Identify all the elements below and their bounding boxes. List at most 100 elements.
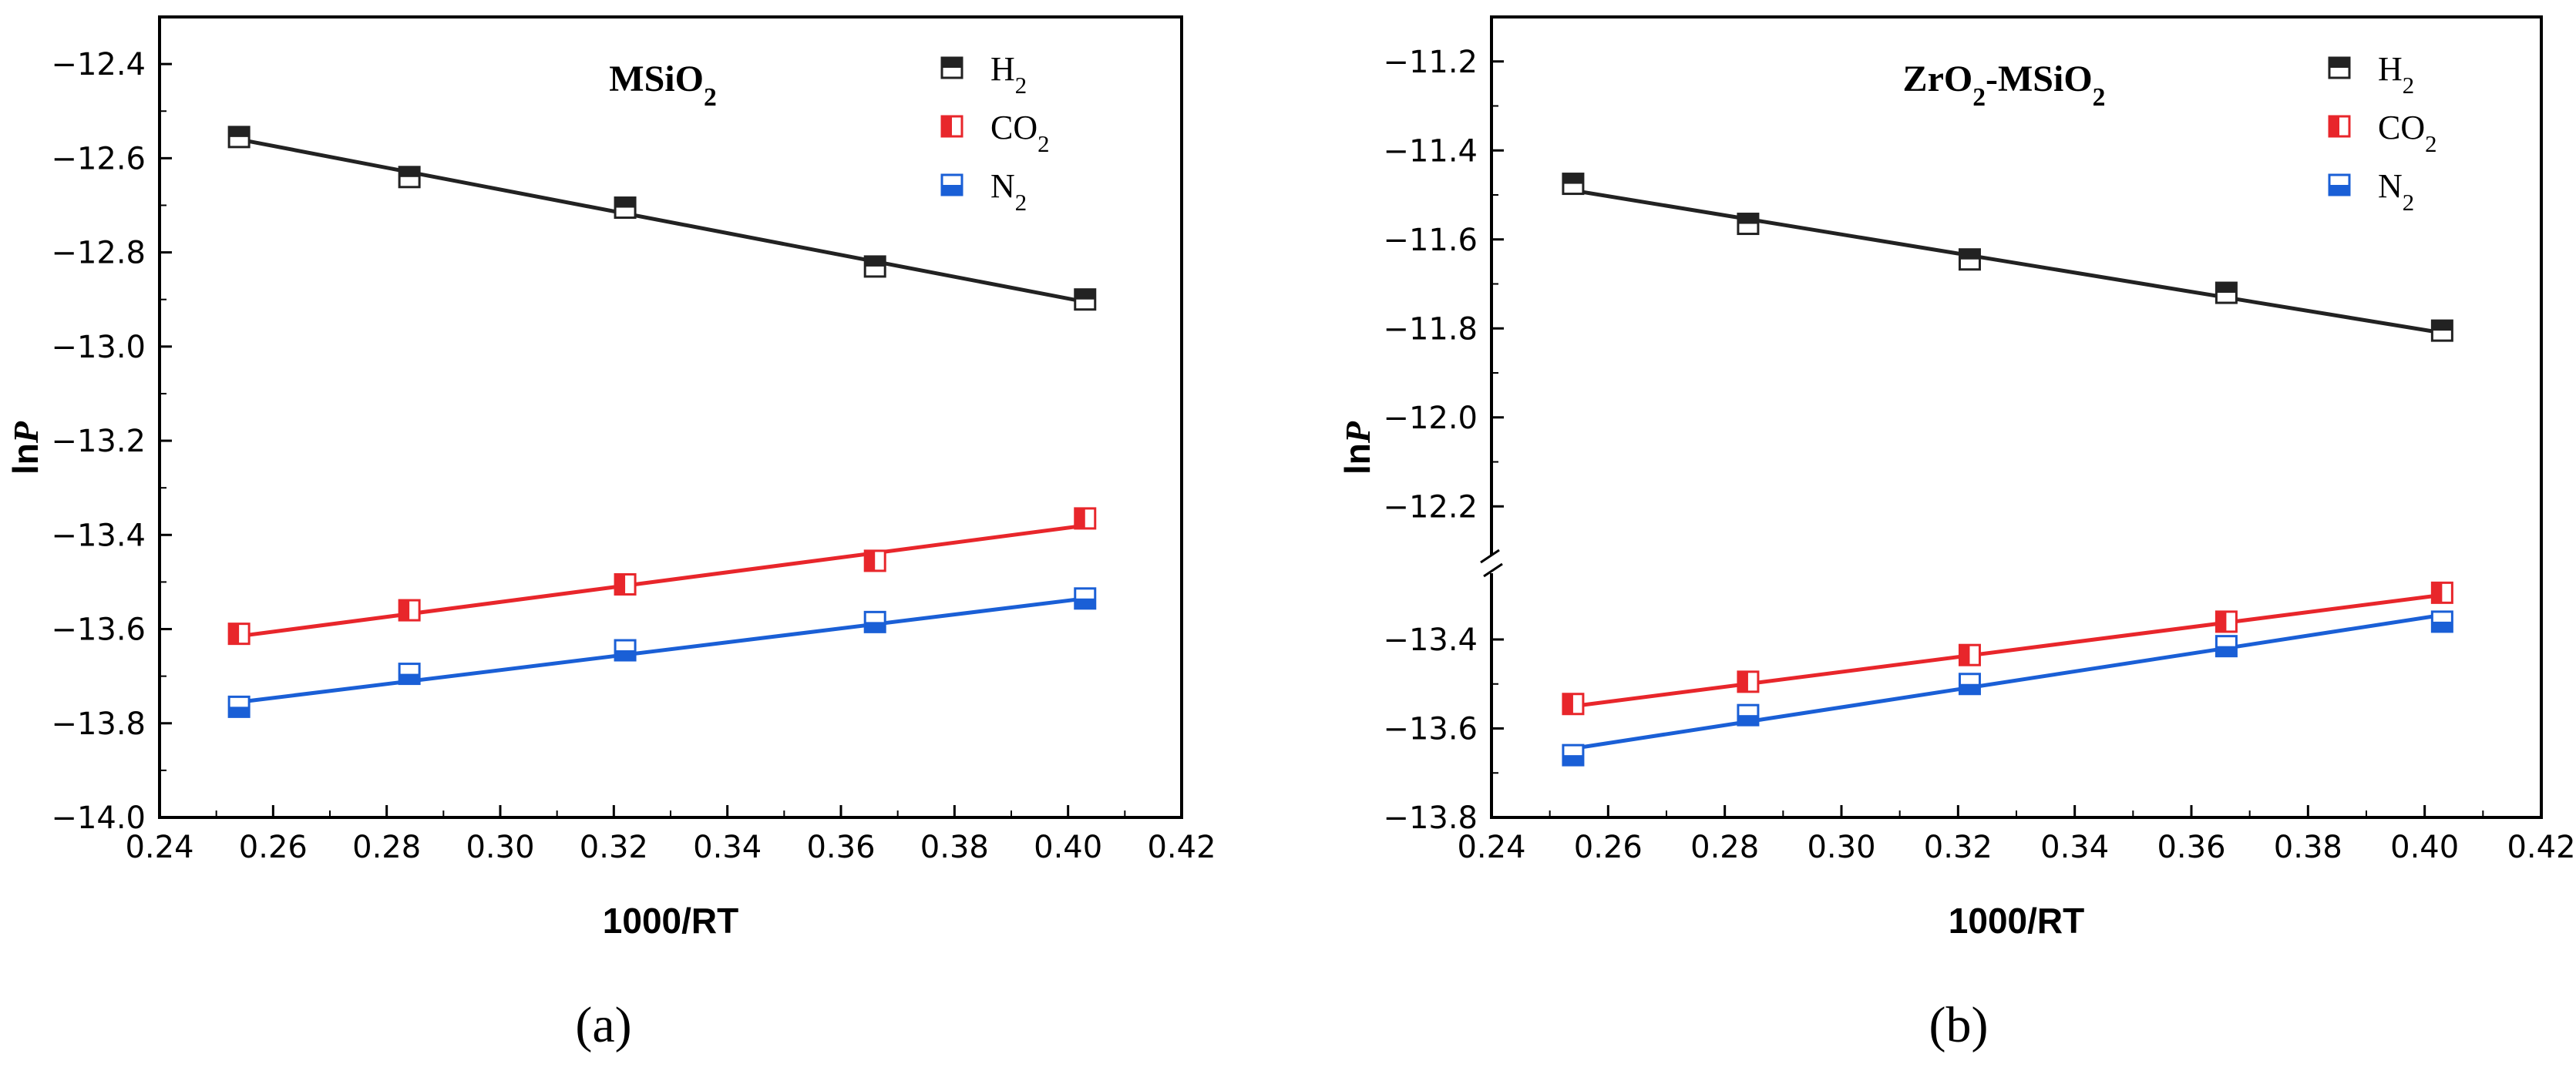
data-point — [614, 572, 637, 596]
fit-line — [238, 523, 1086, 639]
marker-fill — [229, 623, 240, 644]
marker-fill — [399, 673, 420, 684]
x-tick-label: 0.38 — [2274, 830, 2342, 865]
marker-fill — [2329, 185, 2349, 195]
y-tick-label: −13.8 — [51, 706, 146, 742]
y-axis-label: lnP — [5, 421, 45, 475]
marker-fill — [865, 256, 886, 267]
legend-marker — [940, 56, 963, 79]
fit-line — [238, 596, 1086, 704]
panel-label: (b) — [1929, 997, 1989, 1053]
y-tick-label: −13.4 — [1383, 623, 1478, 658]
series-0 — [227, 126, 1097, 311]
marker-fill — [1737, 213, 1758, 224]
x-tick-label: 0.30 — [1807, 830, 1875, 865]
legend-label: CO2 — [2378, 109, 2437, 157]
y-tick-label: −13.4 — [51, 518, 146, 553]
marker-fill — [2432, 621, 2453, 632]
marker-fill — [1959, 645, 1970, 666]
x-tick-label: 0.32 — [1924, 830, 1993, 865]
marker-fill — [2216, 283, 2237, 294]
y-tick-label: −12.6 — [51, 141, 146, 176]
marker-fill — [1562, 693, 1573, 714]
data-point — [863, 610, 886, 633]
data-point — [1737, 670, 1760, 693]
legend-marker — [2328, 56, 2351, 79]
y-tick-label: −11.8 — [1383, 311, 1478, 347]
marker-fill — [399, 166, 420, 177]
series-2 — [227, 587, 1097, 718]
legend-label: H2 — [990, 50, 1027, 99]
legend-label: N2 — [990, 167, 1027, 216]
x-tick-label: 0.26 — [1574, 830, 1643, 865]
x-tick-label: 0.36 — [806, 830, 875, 865]
data-point — [1562, 693, 1585, 716]
x-tick-label: 0.42 — [1147, 830, 1216, 865]
marker-fill — [942, 185, 962, 195]
series-1 — [227, 507, 1097, 646]
x-tick-label: 0.34 — [693, 830, 762, 865]
legend-label: H2 — [2378, 50, 2414, 99]
y-tick-label: −13.8 — [1383, 800, 1478, 836]
fit-line — [238, 137, 1086, 304]
y-axis-label: lnP — [1337, 421, 1377, 475]
data-point — [2214, 635, 2238, 658]
x-tick-label: 0.30 — [466, 830, 534, 865]
y-tick-label: −12.8 — [51, 236, 146, 271]
data-point — [1562, 743, 1585, 767]
legend: H2 CO2 N2 — [940, 50, 1050, 216]
y-tick-label: −13.2 — [51, 424, 146, 459]
data-point — [1074, 587, 1097, 610]
y-tick-label: −12.2 — [1383, 489, 1478, 525]
x-tick-label: 0.34 — [2040, 830, 2109, 865]
y-tick-label: −11.6 — [1383, 223, 1478, 258]
marker-fill — [2329, 116, 2339, 136]
legend-label: CO2 — [990, 109, 1050, 157]
legend-marker — [2328, 173, 2351, 196]
data-point — [1562, 173, 1585, 196]
series-2 — [1562, 610, 2453, 767]
marker-fill — [1959, 683, 1980, 694]
marker-fill — [229, 126, 250, 137]
x-tick-label: 0.36 — [2157, 830, 2225, 865]
chart-panel-a: 0.24 0.26 0.28 0.30 0.32 0.34 0.36 0.38 0.40 0.42… — [5, 15, 1216, 1053]
data-point — [1958, 643, 1981, 666]
axis-break-mark — [1480, 549, 1500, 564]
data-point — [227, 126, 251, 149]
marker-fill — [1074, 289, 1095, 300]
data-point — [398, 599, 421, 622]
marker-fill — [2329, 58, 2349, 68]
fit-line — [1572, 613, 2443, 750]
marker-fill — [2432, 582, 2443, 603]
marker-fill — [942, 116, 952, 136]
marker-fill — [1737, 715, 1758, 726]
data-point — [1737, 213, 1760, 236]
marker-fill — [615, 650, 636, 661]
y-tick-label: −14.0 — [51, 800, 146, 836]
marker-fill — [1074, 598, 1095, 609]
x-axis-label: 1000/RT — [603, 901, 738, 941]
chart-title: MSiO2 — [609, 59, 716, 112]
data-point — [1958, 673, 1981, 696]
legend-marker — [2328, 115, 2351, 138]
fit-line — [1572, 592, 2443, 709]
x-tick-label: 0.40 — [2390, 830, 2459, 865]
x-tick-label: 0.38 — [920, 830, 989, 865]
marker-fill — [2432, 321, 2453, 331]
x-tick-label: 0.24 — [1457, 830, 1525, 865]
data-point — [227, 695, 251, 718]
data-point — [2430, 581, 2453, 604]
data-point — [398, 663, 421, 686]
chart-panel-b: 0.24 0.26 0.28 0.30 0.32 0.34 0.36 0.38 0.40 0.42… — [1337, 15, 2576, 1053]
data-point — [863, 255, 886, 278]
x-tick-label: 0.32 — [580, 830, 648, 865]
marker-fill — [399, 600, 410, 621]
axis-break-mark — [1483, 562, 1503, 578]
marker-fill — [865, 550, 876, 571]
marker-fill — [1737, 671, 1748, 692]
marker-fill — [942, 58, 962, 68]
data-point — [2214, 610, 2238, 633]
panel-label: (a) — [575, 997, 631, 1053]
data-point — [1958, 248, 1981, 271]
